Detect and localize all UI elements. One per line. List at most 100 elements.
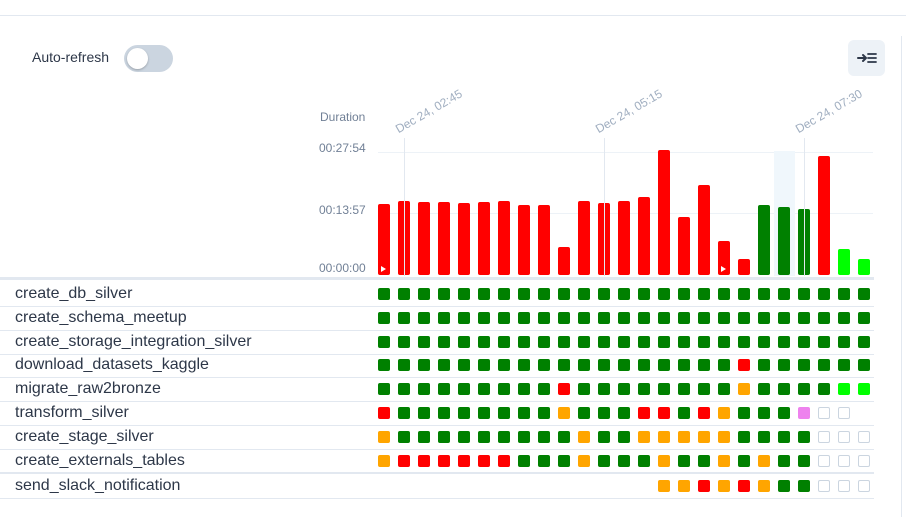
task-instance-cell[interactable]	[398, 383, 410, 396]
task-instance-cell[interactable]	[838, 430, 850, 443]
task-instance-cell[interactable]	[418, 383, 430, 396]
task-instance-cell[interactable]	[498, 407, 510, 419]
task-instance-cell[interactable]	[818, 430, 830, 443]
auto-refresh-toggle[interactable]	[124, 45, 173, 72]
task-instance-cell[interactable]	[758, 359, 770, 372]
task-instance-cell[interactable]	[738, 383, 750, 396]
task-instance-cell[interactable]	[638, 359, 650, 372]
task-instance-cell[interactable]	[858, 454, 870, 467]
task-instance-cell[interactable]	[798, 359, 810, 372]
task-instance-cell[interactable]	[398, 454, 410, 467]
task-instance-cell[interactable]	[778, 430, 790, 443]
task-instance-cell[interactable]	[438, 335, 450, 348]
task-instance-cell[interactable]	[838, 407, 850, 419]
task-instance-cell[interactable]	[758, 407, 770, 419]
task-instance-cell[interactable]	[818, 480, 830, 493]
task-instance-cell[interactable]	[538, 359, 550, 372]
task-instance-cell[interactable]	[678, 454, 690, 467]
task-instance-cell[interactable]	[718, 359, 730, 372]
task-instance-cell[interactable]	[458, 407, 470, 419]
run-duration-bar[interactable]	[658, 150, 670, 275]
task-instance-cell[interactable]	[738, 288, 750, 300]
task-instance-cell[interactable]	[478, 311, 490, 324]
task-instance-cell[interactable]	[778, 383, 790, 396]
run-duration-bar[interactable]	[778, 207, 790, 275]
task-instance-cell[interactable]	[538, 407, 550, 419]
task-instance-cell[interactable]	[778, 311, 790, 324]
task-instance-cell[interactable]	[398, 430, 410, 443]
task-instance-cell[interactable]	[498, 383, 510, 396]
task-instance-cell[interactable]	[558, 454, 570, 467]
task-instance-cell[interactable]	[538, 288, 550, 300]
task-instance-cell[interactable]	[798, 335, 810, 348]
task-instance-cell[interactable]	[658, 454, 670, 467]
task-instance-cell[interactable]	[698, 430, 710, 443]
task-name[interactable]: create_storage_integration_silver	[15, 332, 252, 350]
run-duration-bar[interactable]	[458, 203, 470, 275]
task-instance-cell[interactable]	[738, 407, 750, 419]
task-name[interactable]: create_schema_meetup	[15, 308, 187, 326]
task-instance-cell[interactable]	[858, 359, 870, 372]
task-instance-cell[interactable]	[618, 383, 630, 396]
task-instance-cell[interactable]	[558, 335, 570, 348]
task-instance-cell[interactable]	[698, 480, 710, 493]
run-duration-bar[interactable]	[378, 204, 390, 275]
task-instance-cell[interactable]	[518, 383, 530, 396]
task-instance-cell[interactable]	[798, 430, 810, 443]
task-instance-cell[interactable]	[738, 335, 750, 348]
task-instance-cell[interactable]	[478, 359, 490, 372]
task-instance-cell[interactable]	[478, 288, 490, 300]
task-instance-cell[interactable]	[778, 407, 790, 419]
task-instance-cell[interactable]	[478, 407, 490, 419]
task-instance-cell[interactable]	[838, 383, 850, 396]
task-instance-cell[interactable]	[658, 430, 670, 443]
task-instance-cell[interactable]	[638, 454, 650, 467]
task-instance-cell[interactable]	[518, 407, 530, 419]
task-instance-cell[interactable]	[398, 311, 410, 324]
task-instance-cell[interactable]	[658, 480, 670, 493]
task-instance-cell[interactable]	[818, 383, 830, 396]
task-instance-cell[interactable]	[818, 454, 830, 467]
task-instance-cell[interactable]	[378, 407, 390, 419]
task-instance-cell[interactable]	[438, 407, 450, 419]
task-instance-cell[interactable]	[538, 311, 550, 324]
run-duration-bar[interactable]	[478, 202, 490, 275]
task-instance-cell[interactable]	[638, 288, 650, 300]
task-name[interactable]: create_db_silver	[15, 285, 133, 302]
task-instance-cell[interactable]	[538, 430, 550, 443]
task-name[interactable]: transform_silver	[15, 404, 129, 421]
task-instance-cell[interactable]	[678, 407, 690, 419]
task-instance-cell[interactable]	[598, 359, 610, 372]
task-instance-cell[interactable]	[698, 359, 710, 372]
task-instance-cell[interactable]	[838, 335, 850, 348]
task-instance-cell[interactable]	[378, 359, 390, 372]
run-duration-bar[interactable]	[838, 249, 850, 275]
task-instance-cell[interactable]	[598, 454, 610, 467]
task-instance-cell[interactable]	[478, 383, 490, 396]
task-instance-cell[interactable]	[518, 335, 530, 348]
task-instance-cell[interactable]	[658, 359, 670, 372]
task-instance-cell[interactable]	[598, 335, 610, 348]
task-instance-cell[interactable]	[578, 288, 590, 300]
task-instance-cell[interactable]	[478, 454, 490, 467]
task-instance-cell[interactable]	[418, 407, 430, 419]
task-instance-cell[interactable]	[758, 335, 770, 348]
task-instance-cell[interactable]	[418, 359, 430, 372]
task-instance-cell[interactable]	[618, 288, 630, 300]
task-instance-cell[interactable]	[618, 454, 630, 467]
task-instance-cell[interactable]	[818, 407, 830, 419]
task-instance-cell[interactable]	[438, 454, 450, 467]
task-instance-cell[interactable]	[598, 311, 610, 324]
task-instance-cell[interactable]	[378, 383, 390, 396]
task-instance-cell[interactable]	[618, 359, 630, 372]
task-instance-cell[interactable]	[818, 359, 830, 372]
task-instance-cell[interactable]	[658, 311, 670, 324]
task-instance-cell[interactable]	[838, 480, 850, 493]
task-instance-cell[interactable]	[518, 454, 530, 467]
task-instance-cell[interactable]	[758, 454, 770, 467]
task-instance-cell[interactable]	[778, 335, 790, 348]
task-instance-cell[interactable]	[418, 311, 430, 324]
task-instance-cell[interactable]	[638, 311, 650, 324]
task-instance-cell[interactable]	[678, 430, 690, 443]
run-duration-bar[interactable]	[738, 259, 750, 275]
